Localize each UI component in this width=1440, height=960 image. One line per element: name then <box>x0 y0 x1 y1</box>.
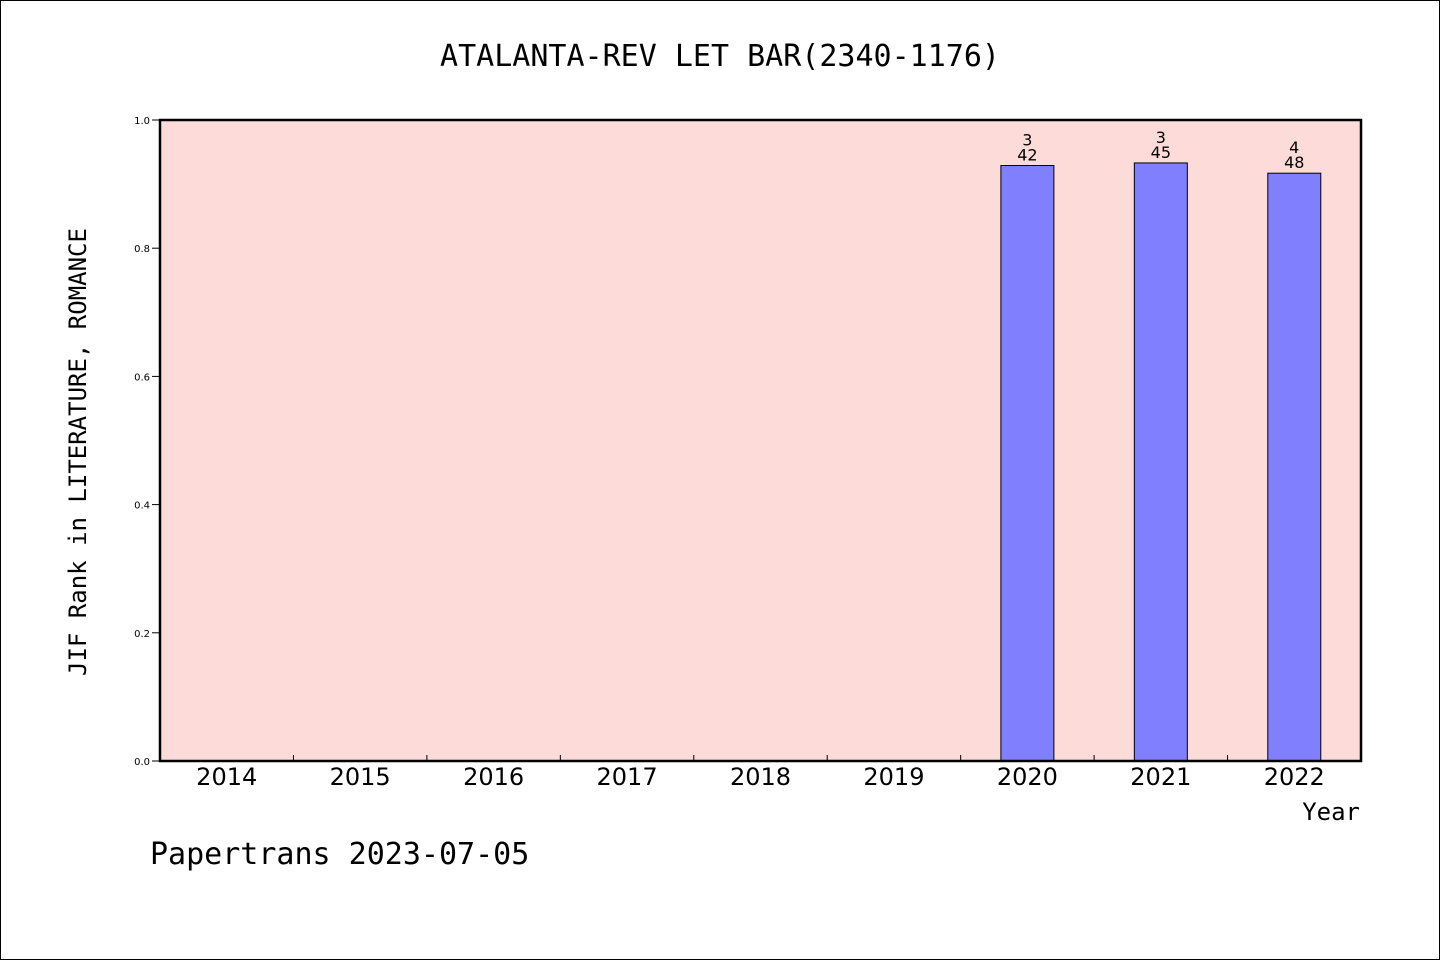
x-tick-label: 2022 <box>1264 763 1325 791</box>
bar-total-label: 48 <box>1284 153 1304 172</box>
plot-border <box>158 118 1363 763</box>
bar-2022 <box>1267 172 1322 762</box>
footer-text: Papertrans 2023-07-05 <box>150 837 529 872</box>
bar-2020 <box>1000 165 1055 762</box>
bar-rank-label: 3 <box>1156 128 1166 147</box>
bar-total-label: 42 <box>1017 146 1037 165</box>
y-tick-label: 0.6 <box>134 372 150 383</box>
bar-rank-label: 4 <box>1289 138 1299 157</box>
bar-rank-label: 3 <box>1022 131 1032 150</box>
y-tick-label: 1.0 <box>134 116 150 127</box>
y-axis-label: JIF Rank in LITERATURE, ROMANCE <box>64 228 92 676</box>
y-tick-label: 0.0 <box>134 757 150 768</box>
x-tick-label: 2014 <box>196 763 257 791</box>
x-tick-label: 2021 <box>1130 763 1191 791</box>
y-tick-label: 0.8 <box>134 244 150 255</box>
x-tick-label: 2017 <box>597 763 658 791</box>
x-tick-label: 2015 <box>330 763 391 791</box>
x-tick-label: 2019 <box>863 763 924 791</box>
bar-2021 <box>1133 162 1188 762</box>
bar-total-label: 45 <box>1151 143 1171 162</box>
x-tick-label: 2016 <box>463 763 524 791</box>
y-tick-label: 0.2 <box>134 629 150 640</box>
y-tick-label: 0.4 <box>134 501 150 512</box>
x-tick-label: 2018 <box>730 763 791 791</box>
x-tick-label: 2020 <box>997 763 1058 791</box>
x-axis-label: Year <box>1302 798 1360 826</box>
chart-title: ATALANTA-REV LET BAR(2340-1176) <box>440 39 1000 74</box>
